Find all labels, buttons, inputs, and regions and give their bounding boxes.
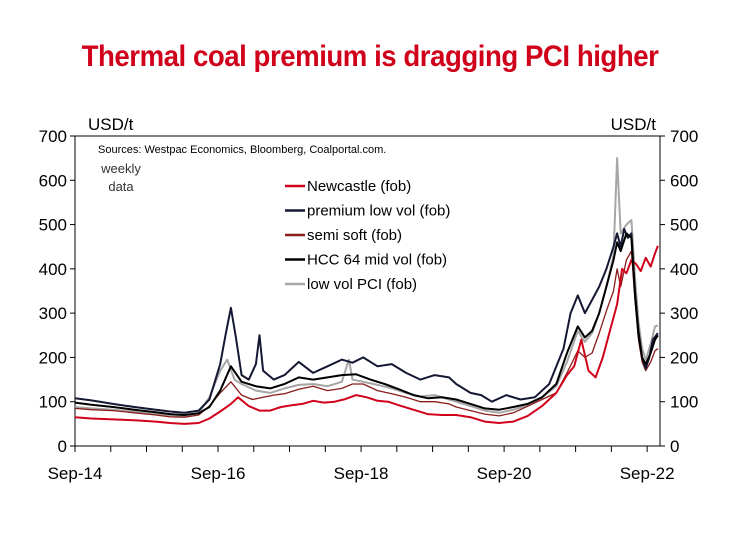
legend-label: Newcastle (fob) xyxy=(307,178,411,195)
left-tick-label: 500 xyxy=(39,216,67,235)
chart-title: Thermal coal premium is dragging PCI hig… xyxy=(81,40,659,73)
series-lines xyxy=(74,157,659,425)
left-tick-label: 100 xyxy=(39,393,67,412)
source-note: Sources: Westpac Economics, Bloomberg, C… xyxy=(98,144,386,156)
right-axis-ticks: 0 100 200 300 400 500 600 700 xyxy=(660,127,698,456)
right-tick-label: 600 xyxy=(670,171,698,190)
right-tick-label: 200 xyxy=(670,348,698,367)
legend-label: premium low vol (fob) xyxy=(307,203,450,220)
right-tick-label: 100 xyxy=(670,393,698,412)
legend: Newcastle (fob) premium low vol (fob) semi… xyxy=(285,178,450,293)
legend-label: HCC 64 mid vol (fob) xyxy=(307,252,447,269)
left-tick-label: 600 xyxy=(39,171,67,190)
series-line-newcastle-fob xyxy=(74,245,659,425)
x-tick-label: Sep-14 xyxy=(48,464,103,483)
x-tick-label: Sep-16 xyxy=(191,464,246,483)
legend-label: low vol PCI (fob) xyxy=(307,276,417,293)
data-frequency-note-line1: weekly xyxy=(100,161,141,176)
x-tick-label: Sep-22 xyxy=(620,464,675,483)
left-tick-label: 700 xyxy=(39,127,67,146)
left-tick-label: 0 xyxy=(58,437,67,456)
left-axis-ticks: 0 100 200 300 400 500 600 700 xyxy=(39,127,75,456)
right-tick-label: 0 xyxy=(670,437,679,456)
left-tick-label: 400 xyxy=(39,260,67,279)
plot-frame xyxy=(74,135,661,447)
left-tick-label: 300 xyxy=(39,304,67,323)
left-tick-label: 200 xyxy=(39,348,67,367)
right-tick-label: 400 xyxy=(670,260,698,279)
series-line-low-vol-pci-fob xyxy=(74,157,659,417)
left-axis-unit: USD/t xyxy=(88,115,134,134)
right-tick-label: 500 xyxy=(670,216,698,235)
series-line-premium-low-vol-fob xyxy=(74,228,659,414)
series-line-hcc-64-mid-vol-fob xyxy=(74,232,659,416)
x-tick-label: Sep-18 xyxy=(334,464,389,483)
right-tick-label: 300 xyxy=(670,304,698,323)
x-axis-ticks: Sep-14 Sep-16 Sep-18 Sep-20 Sep-22 xyxy=(48,446,675,483)
right-axis-unit: USD/t xyxy=(611,115,657,134)
legend-label: semi soft (fob) xyxy=(307,227,402,244)
right-tick-label: 700 xyxy=(670,127,698,146)
x-tick-label: Sep-20 xyxy=(477,464,532,483)
data-frequency-note-line2: data xyxy=(108,179,134,194)
